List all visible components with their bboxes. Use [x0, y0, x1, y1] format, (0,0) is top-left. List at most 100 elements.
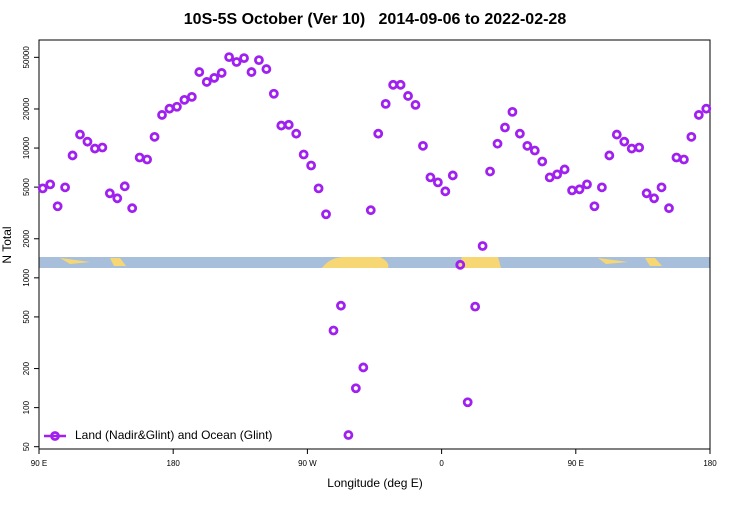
- data-point: [641, 188, 652, 199]
- data-point: [216, 68, 227, 78]
- data-point: [365, 205, 376, 216]
- data-point: [306, 160, 317, 171]
- data-point: [604, 150, 615, 161]
- data-point: [97, 142, 108, 153]
- data-point: [268, 88, 279, 99]
- data-point: [37, 183, 48, 194]
- data-point: [179, 94, 190, 105]
- data-point: [589, 201, 600, 212]
- data-point: [321, 209, 331, 220]
- y-tick-label: 50: [22, 442, 31, 451]
- data-point: [350, 383, 361, 394]
- data-point: [470, 301, 481, 312]
- data-point: [395, 79, 406, 90]
- x-axis-label: Longitude (deg E): [327, 476, 422, 490]
- data-point: [239, 53, 249, 64]
- data-point: [455, 259, 466, 270]
- data-point: [418, 140, 428, 151]
- data-point: [514, 128, 525, 139]
- data-point: [500, 122, 510, 133]
- data-point: [291, 128, 302, 139]
- y-axis-label: N Total: [0, 226, 14, 263]
- data-point: [522, 140, 533, 151]
- x-tick-label: 0: [439, 459, 444, 468]
- data-point: [52, 201, 63, 212]
- legend-marker: [50, 431, 60, 441]
- data-point: [336, 300, 346, 311]
- data-point: [157, 110, 167, 120]
- data-point: [649, 193, 659, 204]
- y-tick-label: 500: [22, 310, 31, 324]
- data-point: [112, 193, 123, 204]
- x-tick-label: 180: [703, 459, 717, 468]
- data-point: [664, 203, 674, 214]
- data-point: [507, 106, 518, 117]
- data-point: [656, 182, 667, 193]
- x-tick-label: 90 E: [31, 459, 47, 468]
- data-point: [261, 64, 272, 74]
- data-point: [403, 91, 413, 101]
- land-shape: [598, 258, 628, 264]
- data-point: [380, 98, 391, 109]
- data-point: [186, 91, 197, 102]
- data-point: [172, 101, 182, 112]
- data-point: [194, 67, 205, 77]
- data-point: [343, 430, 354, 440]
- data-point: [82, 136, 93, 147]
- data-point: [485, 166, 495, 177]
- data-point: [693, 110, 704, 120]
- data-point: [119, 181, 130, 192]
- data-point: [410, 100, 421, 110]
- x-tick-label: 180: [167, 459, 181, 468]
- x-tick-label: 90 E: [568, 459, 584, 468]
- data-point: [149, 131, 160, 142]
- data-point: [574, 184, 585, 195]
- data-point: [104, 188, 115, 199]
- data-point: [224, 52, 235, 63]
- data-point: [492, 138, 503, 149]
- legend-label: Land (Nadir&Glint) and Ocean (Glint): [75, 428, 272, 442]
- land-shape: [645, 258, 662, 266]
- data-point: [142, 154, 153, 165]
- data-point: [679, 154, 689, 165]
- data-point: [60, 182, 70, 193]
- data-point: [596, 182, 607, 193]
- data-point: [701, 103, 712, 114]
- data-point: [686, 131, 697, 142]
- data-point: [634, 142, 645, 153]
- data-point: [619, 136, 630, 147]
- data-point: [529, 145, 540, 156]
- land-shape: [110, 258, 126, 266]
- data-point: [358, 362, 369, 373]
- land-shape: [322, 257, 389, 268]
- data-point: [544, 172, 555, 183]
- data-point: [201, 77, 212, 87]
- y-tick-label: 200: [22, 361, 31, 375]
- y-tick-label: 50000: [22, 46, 31, 69]
- data-point: [462, 397, 473, 408]
- y-tick-label: 20000: [22, 97, 31, 120]
- data-point: [432, 177, 443, 188]
- chart-title: 10S-5S October (Ver 10) 2014-09-06 to 20…: [184, 11, 567, 28]
- data-point: [447, 170, 458, 181]
- data-point: [611, 129, 622, 140]
- data-point: [440, 186, 451, 197]
- data-point: [552, 169, 563, 180]
- y-tick-label: 2000: [22, 229, 31, 247]
- y-tick-label: 5000: [22, 178, 31, 196]
- y-tick-label: 10000: [22, 136, 31, 159]
- data-point: [425, 172, 436, 183]
- data-point: [127, 203, 138, 214]
- data-point: [373, 128, 384, 139]
- data-point: [246, 67, 257, 77]
- data-point: [582, 179, 592, 190]
- data-point: [477, 241, 488, 251]
- land-shape: [60, 258, 90, 264]
- data-point: [254, 55, 264, 66]
- data-point: [328, 325, 339, 336]
- y-tick-label: 100: [22, 400, 31, 414]
- data-point: [298, 149, 309, 160]
- x-tick-label: 90 W: [298, 459, 317, 468]
